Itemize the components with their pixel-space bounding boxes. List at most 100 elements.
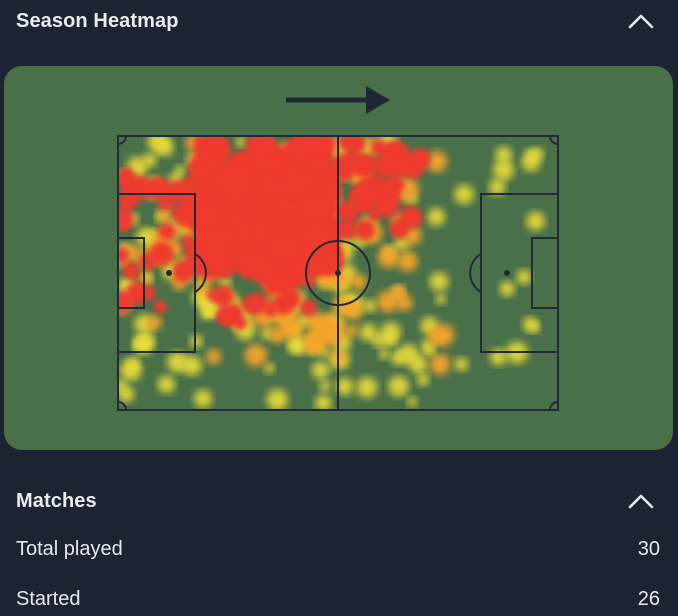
heat-blob xyxy=(526,211,546,231)
heat-blob xyxy=(301,255,323,277)
heat-blob xyxy=(311,361,330,380)
heat-blob xyxy=(378,246,400,268)
heat-blob xyxy=(193,389,213,408)
heat-blob xyxy=(377,290,399,313)
heat-blob xyxy=(266,389,288,410)
heat-blob xyxy=(522,316,538,332)
heat-blob xyxy=(118,208,134,232)
heat-blob xyxy=(195,206,219,230)
heat-blob xyxy=(146,315,162,331)
heat-blob xyxy=(427,330,444,346)
heat-blob xyxy=(126,357,140,371)
heat-blob xyxy=(135,331,155,351)
heat-blob xyxy=(352,182,377,207)
heat-blob xyxy=(276,168,304,196)
stat-row-started: Started 26 xyxy=(0,582,678,616)
heat-blob xyxy=(223,304,244,325)
heat-blob xyxy=(407,396,418,407)
heat-blob xyxy=(158,222,177,241)
heat-blob xyxy=(212,285,234,308)
heat-blob xyxy=(172,201,197,227)
heat-blob xyxy=(337,219,357,240)
heat-blob xyxy=(299,299,317,317)
heat-blob xyxy=(359,323,378,342)
heatmap-section-header[interactable]: Season Heatmap xyxy=(0,0,678,44)
heat-blob xyxy=(167,351,189,373)
stat-value: 26 xyxy=(637,588,660,610)
heat-blob xyxy=(206,349,222,365)
heat-blob xyxy=(435,293,447,305)
heat-blob xyxy=(309,155,329,174)
heat-blob xyxy=(347,153,368,175)
heat-blob xyxy=(203,243,228,268)
heat-blob xyxy=(354,218,376,241)
heat-blob xyxy=(125,281,149,305)
chevron-up-icon xyxy=(628,14,654,29)
heat-blob xyxy=(356,376,378,398)
heat-blob xyxy=(235,136,247,148)
heatmap-pitch xyxy=(117,135,559,411)
heat-blob xyxy=(269,262,282,276)
heat-blob xyxy=(427,208,446,226)
heat-blob xyxy=(244,344,267,367)
heat-blob xyxy=(149,241,174,266)
heat-blob xyxy=(319,380,331,392)
heat-blob xyxy=(345,324,359,338)
heat-blob xyxy=(429,353,451,375)
heat-blob xyxy=(304,330,327,354)
heat-blob xyxy=(387,176,405,194)
heat-blob xyxy=(217,162,254,198)
heat-blob xyxy=(254,224,273,244)
heat-blob xyxy=(118,168,138,191)
pitch-spots xyxy=(166,270,510,276)
stat-value: 30 xyxy=(637,538,660,560)
heat-blob xyxy=(122,262,141,280)
heat-blob xyxy=(516,269,532,285)
heat-blob xyxy=(264,362,275,374)
heat-blob xyxy=(410,148,431,169)
heat-blob xyxy=(454,184,474,205)
heat-blob xyxy=(269,327,286,344)
heat-blob xyxy=(139,273,152,286)
heat-blob xyxy=(153,300,167,314)
heatmap-section-title: Season Heatmap xyxy=(16,10,179,32)
heat-blob xyxy=(157,375,176,394)
heat-blob xyxy=(315,394,332,410)
heat-blob xyxy=(289,141,310,163)
heat-blob xyxy=(397,250,418,272)
heat-blob xyxy=(409,355,428,374)
heat-blob xyxy=(118,247,130,263)
heat-blob xyxy=(488,179,506,196)
heat-blob xyxy=(495,146,513,164)
stat-row-total-played: Total played 30 xyxy=(0,532,678,572)
heat-blob xyxy=(195,282,209,297)
heat-blob xyxy=(164,180,189,205)
heat-blob xyxy=(524,148,537,161)
heat-blob xyxy=(499,281,515,297)
heat-blob xyxy=(332,201,351,220)
heat-blob xyxy=(219,276,232,289)
heat-blob xyxy=(189,334,203,348)
heat-blob xyxy=(181,234,195,248)
heatmap-collapse-button[interactable] xyxy=(626,6,656,36)
heat-blob xyxy=(242,297,258,313)
heat-blob xyxy=(493,159,515,181)
matches-section-header[interactable]: Matches xyxy=(0,480,678,524)
matches-collapse-button[interactable] xyxy=(626,486,656,516)
heat-blob xyxy=(140,181,158,199)
chevron-up-icon xyxy=(628,494,654,509)
heat-blob xyxy=(454,357,469,372)
heat-blob xyxy=(172,259,196,283)
heat-blob xyxy=(388,375,410,397)
stat-label: Total played xyxy=(16,538,123,560)
matches-section-title: Matches xyxy=(16,490,97,512)
heat-blob xyxy=(174,165,186,176)
heat-blob xyxy=(299,225,333,258)
heat-blob xyxy=(429,272,449,292)
heat-blob xyxy=(423,345,436,357)
stat-label: Started xyxy=(16,588,81,610)
heat-blob xyxy=(416,373,430,386)
heat-blob xyxy=(378,348,390,360)
heat-blob xyxy=(426,151,448,173)
